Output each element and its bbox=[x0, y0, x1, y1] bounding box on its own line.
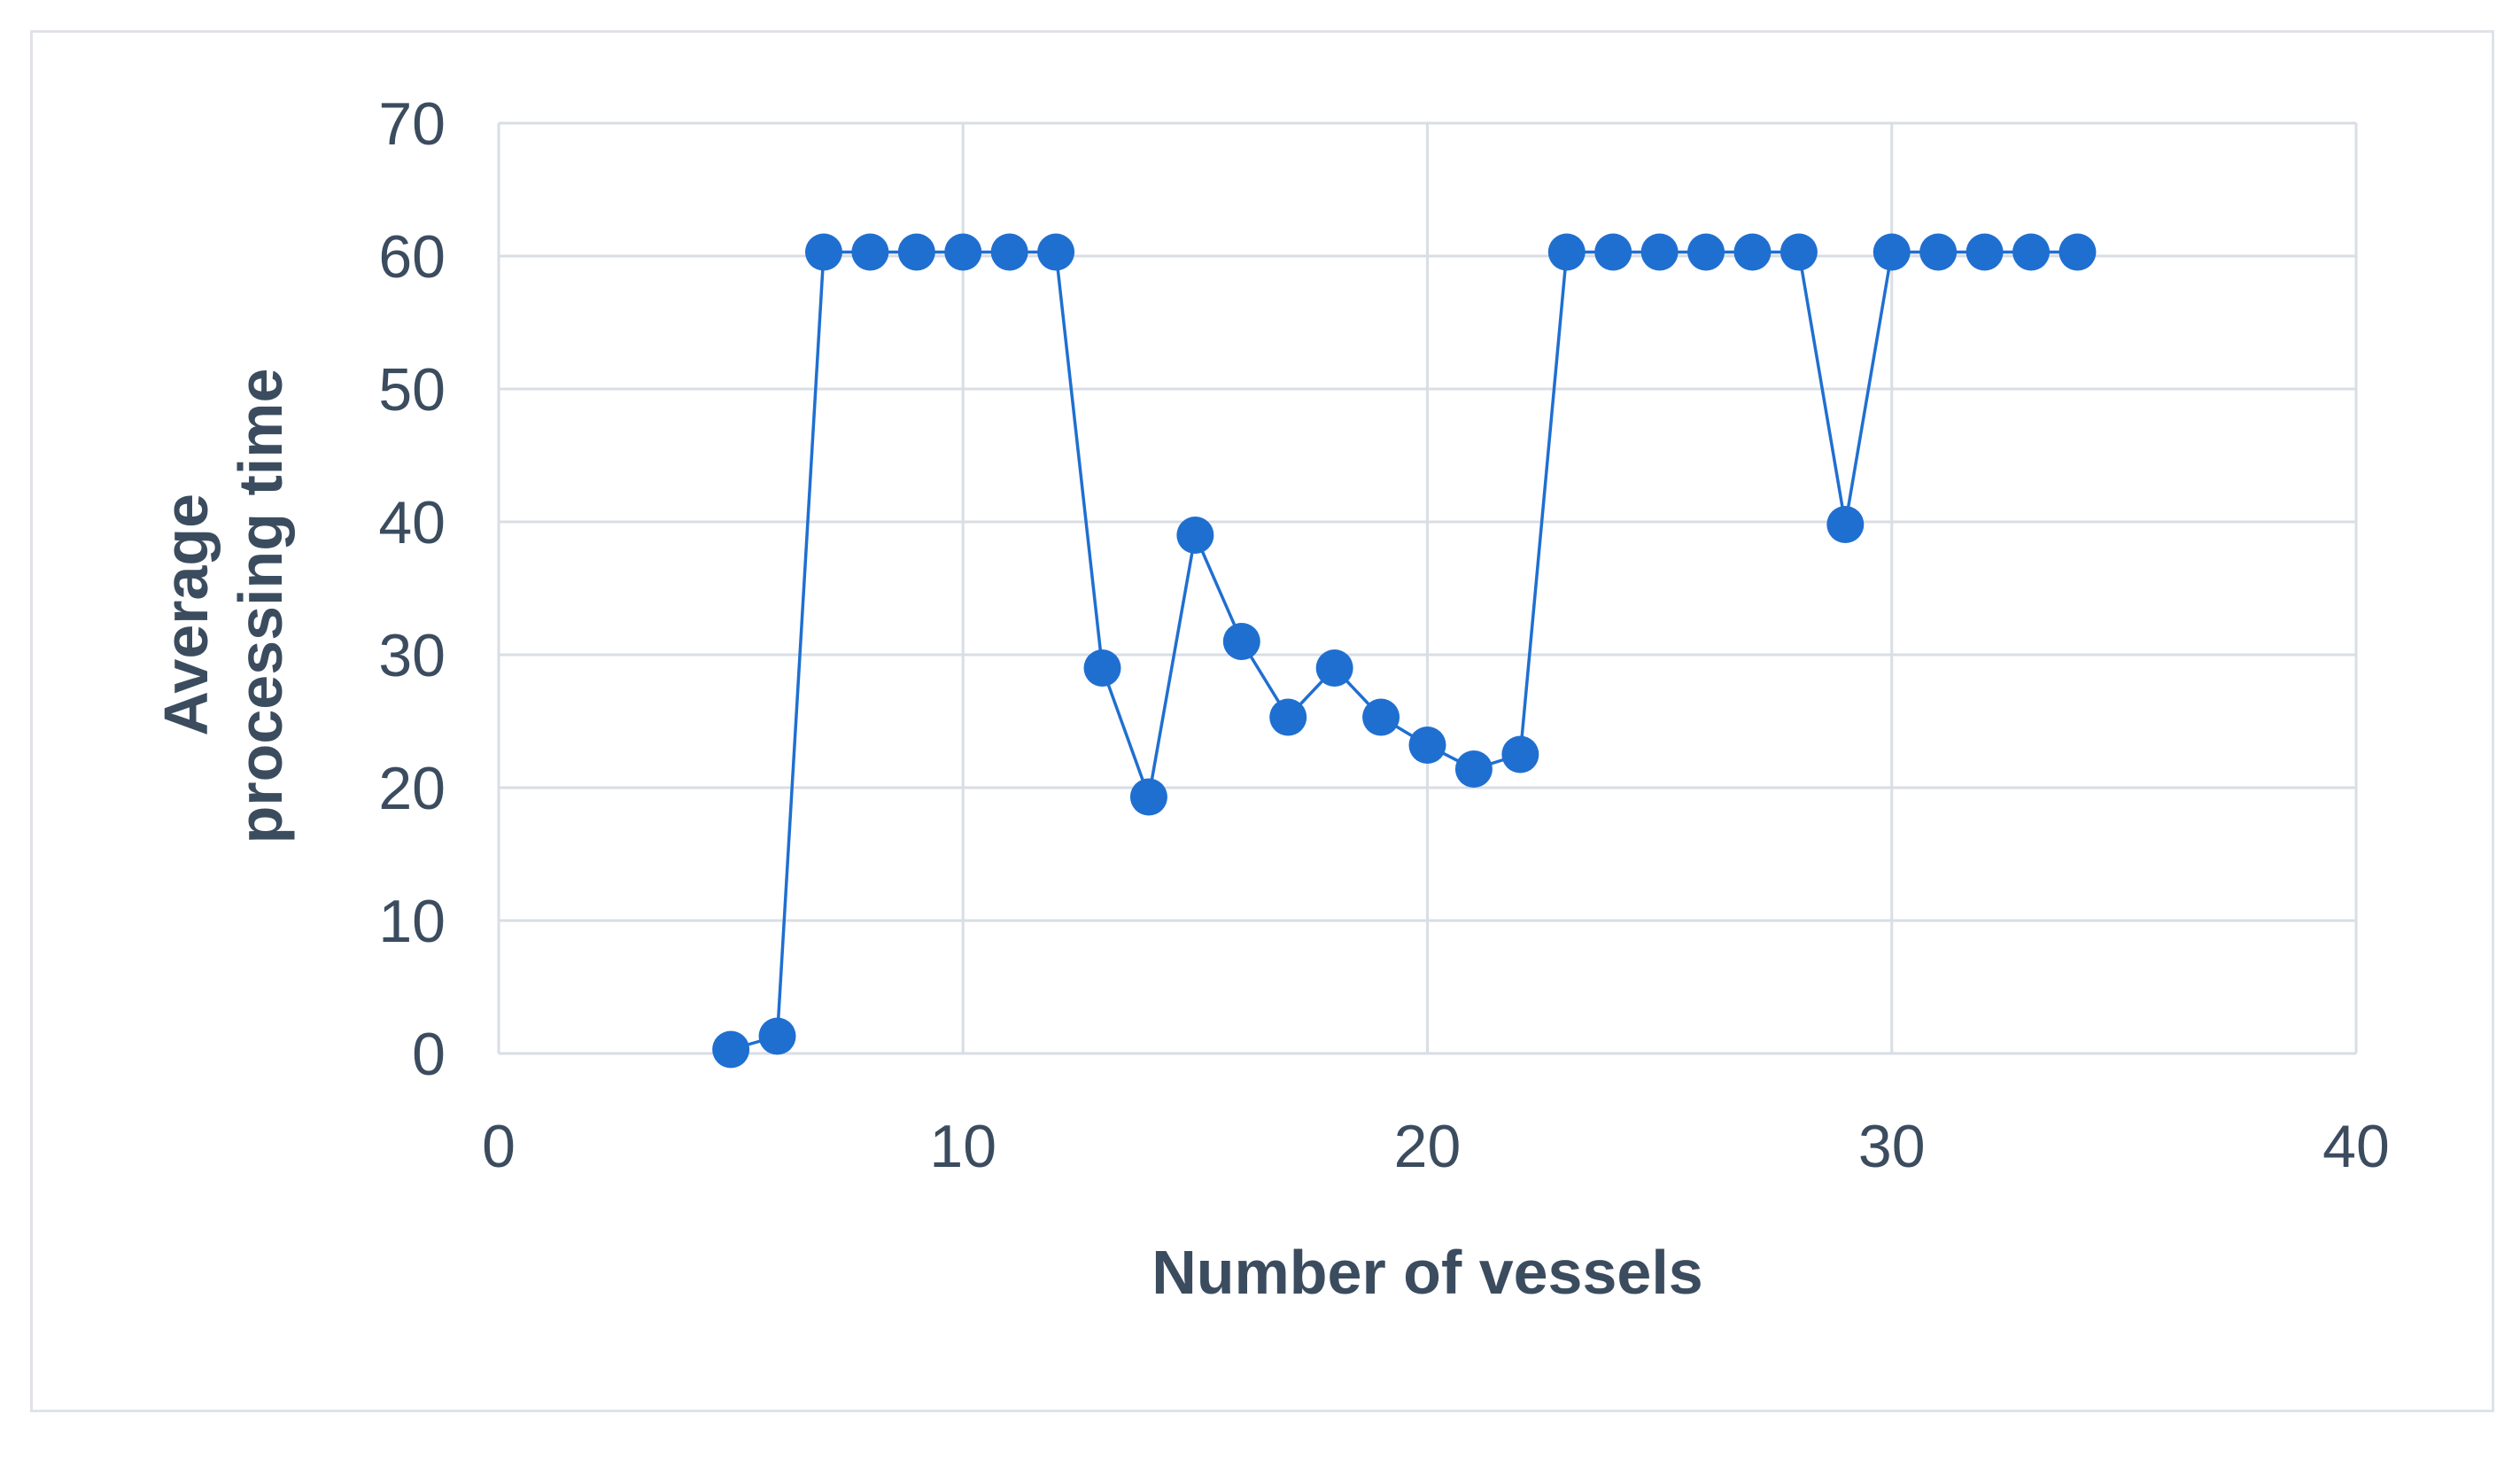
data-point bbox=[1362, 698, 1400, 736]
data-point bbox=[1780, 233, 1818, 271]
y-axis-title-line-1: Average bbox=[151, 494, 221, 736]
data-point bbox=[944, 233, 982, 271]
y-tick-label: 60 bbox=[378, 223, 446, 291]
data-point bbox=[712, 1030, 750, 1069]
data-point bbox=[758, 1017, 796, 1055]
y-tick-label: 10 bbox=[378, 888, 446, 955]
data-point bbox=[1129, 778, 1167, 816]
x-tick-label: 20 bbox=[1394, 1113, 1462, 1180]
x-tick-label: 40 bbox=[2322, 1113, 2390, 1180]
data-point bbox=[2059, 233, 2097, 271]
data-point bbox=[1594, 233, 1632, 271]
data-point bbox=[1966, 233, 2004, 271]
y-axis-title-line-2: processing time bbox=[226, 369, 295, 844]
y-tick-label: 50 bbox=[378, 356, 446, 424]
y-tick-label: 40 bbox=[378, 489, 446, 556]
y-tick-label: 20 bbox=[378, 755, 446, 822]
label-layer: Number of vessels Average processing tim… bbox=[151, 369, 1703, 1307]
x-axis-title: Number of vessels bbox=[1151, 1238, 1702, 1307]
data-point bbox=[1315, 649, 1353, 687]
data-point bbox=[804, 233, 842, 271]
y-tick-label: 70 bbox=[378, 90, 446, 158]
data-point bbox=[1176, 517, 1214, 554]
data-point bbox=[897, 233, 935, 271]
data-point bbox=[1873, 233, 1911, 271]
data-point bbox=[1919, 233, 1958, 271]
data-point bbox=[2012, 233, 2051, 271]
x-tick-label: 10 bbox=[929, 1113, 996, 1180]
series-line bbox=[730, 250, 2078, 1052]
data-point bbox=[1547, 233, 1586, 271]
data-point bbox=[1454, 750, 1493, 788]
data-point bbox=[851, 233, 889, 271]
x-tick-label: 0 bbox=[482, 1113, 516, 1180]
data-point bbox=[1083, 649, 1121, 687]
data-point bbox=[1501, 735, 1539, 773]
axis-layer: 0 10 20 30 40 50 60 70 0 10 20 30 40 bbox=[378, 90, 2389, 1180]
y-axis-title: Average processing time bbox=[151, 369, 295, 844]
data-point bbox=[1640, 233, 1679, 271]
data-point bbox=[1687, 233, 1725, 271]
x-tick-label: 30 bbox=[1858, 1113, 1926, 1180]
y-tick-label: 30 bbox=[378, 622, 446, 689]
data-point bbox=[1269, 698, 1307, 736]
y-tick-label: 0 bbox=[412, 1021, 446, 1088]
data-point bbox=[1733, 233, 1772, 271]
data-point bbox=[1408, 727, 1446, 764]
data-point bbox=[1222, 623, 1260, 660]
data-point bbox=[1826, 506, 1865, 543]
series-layer bbox=[712, 233, 2097, 1069]
data-point bbox=[990, 233, 1028, 271]
data-point bbox=[1037, 233, 1075, 271]
